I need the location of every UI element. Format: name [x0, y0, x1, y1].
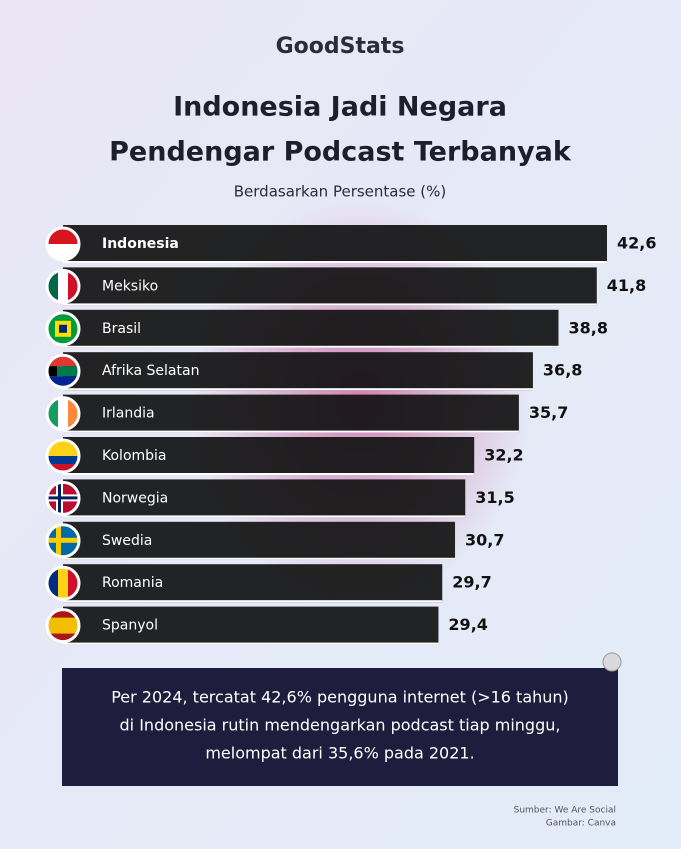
flag-border: [45, 480, 81, 516]
flag-border: [45, 268, 81, 304]
flag: [48, 356, 78, 387]
category-label: Kolombia: [102, 448, 167, 464]
bar-edge: [63, 303, 597, 306]
note-line: di Indonesia rutin mendengarkan podcast …: [120, 716, 561, 735]
flag-border: [45, 311, 81, 347]
flag-border: [45, 396, 81, 432]
flag-part: [48, 496, 78, 500]
bar: [63, 352, 533, 391]
category-label: Irlandia: [102, 406, 155, 422]
flag-part: [58, 271, 68, 302]
flag-part: [48, 366, 57, 377]
flag-border: [45, 608, 81, 644]
bar-edge: [63, 430, 519, 433]
value-label: 35,7: [529, 403, 568, 422]
category-label: Swedia: [102, 533, 152, 549]
flag: [48, 441, 78, 471]
flag-part: [48, 441, 78, 456]
bar: [63, 521, 456, 560]
bar: [63, 606, 439, 645]
value-label: 30,7: [465, 530, 504, 549]
flag-part: [68, 398, 78, 429]
value-label: 29,7: [452, 573, 491, 592]
flag: [48, 313, 78, 344]
flag-part: [58, 568, 68, 599]
flag-border: [45, 523, 81, 559]
value-label: 32,2: [484, 446, 523, 465]
flag-part: [48, 376, 78, 387]
source: Sumber: We Are Social: [514, 806, 616, 816]
source: Gambar: Canva: [546, 819, 616, 829]
flag-part: [48, 568, 58, 599]
flag: [48, 525, 78, 556]
bar: [63, 267, 597, 306]
flag-part: [68, 271, 78, 302]
bar-edge: [63, 261, 607, 263]
flag-border: [45, 226, 81, 262]
category-label: Norwegia: [102, 490, 168, 506]
note-line: melompat dari 35,6% pada 2021.: [205, 744, 474, 763]
flag-part: [48, 244, 78, 259]
bar: [63, 309, 559, 348]
bar-edge: [63, 345, 559, 348]
category-label: Spanyol: [102, 618, 158, 634]
flag: [48, 229, 78, 259]
flag-part: [48, 456, 78, 464]
flag-border: [45, 438, 81, 474]
category-label: Indonesia: [102, 236, 179, 252]
flag-part: [68, 568, 78, 599]
bar: [63, 437, 475, 475]
flag-border: [45, 565, 81, 601]
bar-edge: [63, 388, 533, 391]
value-label: 31,5: [475, 488, 514, 507]
flag-part: [48, 356, 78, 367]
value-label: 42,6: [617, 234, 656, 253]
value-label: 38,8: [568, 318, 607, 337]
bar-edge: [63, 473, 475, 475]
flag-part: [59, 324, 67, 333]
bar: [63, 394, 519, 433]
pin: [602, 652, 622, 672]
category-label: Meksiko: [102, 278, 158, 294]
flag: [48, 271, 78, 302]
value-label: 36,8: [543, 361, 582, 380]
note-line: Per 2024, tercatat 42,6% pengguna intern…: [111, 688, 569, 707]
category-label: Romania: [102, 575, 163, 591]
flag: [48, 398, 78, 429]
flag-part: [48, 617, 78, 634]
flag-part: [48, 366, 78, 377]
flag: [48, 483, 78, 514]
flag-part: [48, 229, 78, 244]
chart-title: Indonesia Jadi Negara: [173, 92, 507, 123]
category-label: Brasil: [102, 321, 141, 337]
logo: GoodStats: [276, 34, 405, 59]
bar: [63, 479, 466, 518]
bar-area: Indonesia 42,6 Meksiko 41,8 Brasil 38,8 Afrika…: [45, 200, 656, 645]
chart-subtitle: Berdasarkan Persentase (%): [234, 183, 447, 201]
bar-edge: [63, 642, 439, 645]
value-label: 41,8: [607, 276, 646, 295]
flag-border: [45, 353, 81, 389]
bar: [63, 564, 443, 603]
flag-part: [58, 398, 68, 429]
bar-edge: [63, 515, 466, 518]
flag-part: [48, 537, 78, 543]
flag: [48, 610, 78, 641]
chart-title: Pendengar Podcast Terbanyak: [109, 137, 572, 168]
flag-part: [48, 398, 58, 429]
flag-part: [48, 464, 78, 471]
bar: [63, 225, 607, 263]
note-box: [62, 668, 618, 786]
flag: [48, 568, 78, 599]
bar-edge: [63, 600, 443, 603]
category-label: Afrika Selatan: [102, 363, 199, 379]
bar-edge: [63, 557, 456, 560]
flag-part: [48, 271, 58, 302]
value-label: 29,4: [448, 615, 487, 634]
